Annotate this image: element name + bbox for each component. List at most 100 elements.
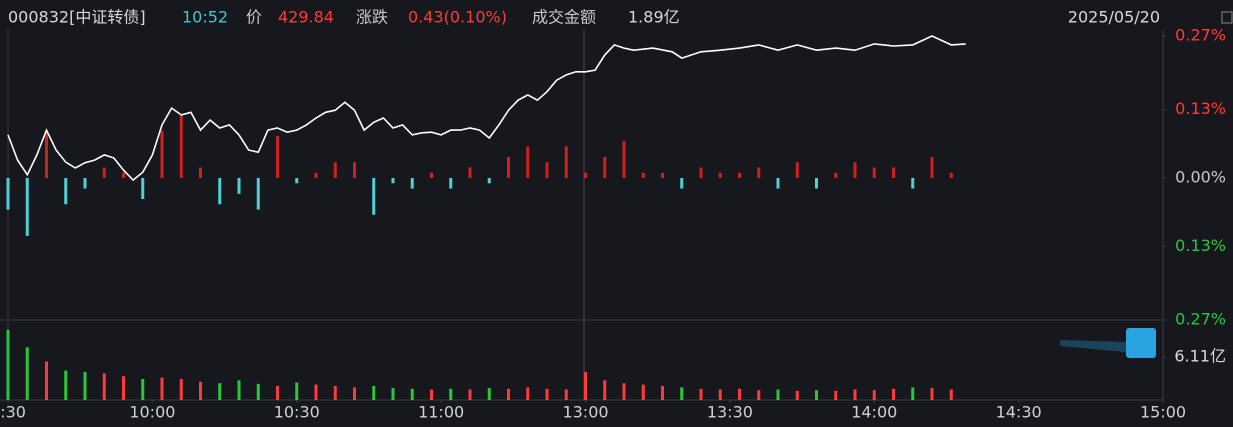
y-tick-label: 0.27%: [1175, 310, 1226, 329]
price: 429.84: [278, 8, 334, 27]
volume-bar: [949, 389, 953, 400]
turnover: 1.89亿: [628, 8, 680, 27]
volume-bar: [738, 388, 741, 400]
flow-bar: [815, 178, 818, 189]
flow-bar: [834, 172, 838, 178]
float-icon[interactable]: [1126, 328, 1156, 358]
flow-bar: [256, 178, 260, 210]
volume-bar: [160, 377, 164, 400]
volume-bar: [64, 370, 68, 400]
x-tick-label: 13:30: [707, 403, 753, 422]
flow-bar: [449, 178, 453, 189]
flow-bar: [237, 178, 241, 194]
flow-bar: [372, 178, 376, 215]
flow-bar: [757, 167, 761, 178]
volume-bar: [430, 389, 433, 400]
flow-bar: [353, 162, 356, 178]
flow-bar: [160, 130, 164, 178]
flow-bar: [45, 130, 48, 178]
volume-bar: [680, 387, 684, 400]
y-tick-label: 0.00%: [1175, 168, 1226, 187]
volume-bar: [757, 390, 761, 400]
volume-bar: [410, 388, 414, 400]
price-line: [7, 35, 966, 182]
flow-bar: [526, 146, 530, 178]
y-tick-label: 0.13%: [1175, 99, 1226, 118]
flow-bar: [661, 172, 664, 178]
flow-bar: [603, 156, 607, 178]
flow-bar: [199, 167, 202, 178]
flow-bar: [102, 167, 106, 178]
flow-bar: [641, 172, 645, 178]
volume-bar: [930, 388, 934, 400]
volume-bar: [25, 347, 29, 400]
x-tick-label: 15:00: [1140, 403, 1186, 422]
volume-bar: [564, 389, 568, 400]
flow-bar: [872, 167, 876, 178]
change-label: 涨跌: [356, 8, 388, 27]
flow-bar: [141, 178, 145, 200]
flow-bar: [564, 146, 568, 178]
flow-bar: [487, 178, 491, 184]
flow-bar: [468, 167, 472, 178]
volume-bar: [391, 388, 395, 400]
volume-bar: [718, 389, 722, 400]
volume-bar: [661, 385, 664, 400]
time: 10:52: [182, 8, 228, 27]
price-label: 价: [246, 8, 262, 27]
flow-bar: [83, 178, 87, 189]
volume-bar: [507, 388, 510, 400]
volume-bar: [545, 388, 549, 400]
volume-bar: [622, 383, 626, 400]
flow-bar: [179, 114, 183, 178]
volume-bar: [6, 329, 10, 400]
volume-bar: [641, 384, 645, 400]
flow-bar: [930, 156, 934, 178]
volume-bar: [699, 388, 703, 400]
flow-bar: [410, 178, 414, 189]
volume-bar: [218, 383, 222, 400]
header: 000832[中证转债] 10:52 价 429.84 涨跌 0.43(0.10…: [8, 8, 1160, 27]
volume-bar: [353, 387, 356, 400]
x-tick-label: 14:00: [851, 403, 897, 422]
volume-bar: [487, 388, 491, 400]
flow-bar: [680, 178, 684, 189]
volume-bar: [468, 389, 472, 400]
flow-bar: [718, 172, 722, 178]
flow-bar: [699, 167, 703, 178]
volume-bar: [314, 384, 318, 400]
volume-bar: [276, 385, 279, 400]
flow-bar: [584, 172, 587, 178]
volume-bar: [237, 380, 241, 400]
flow-bar: [622, 141, 626, 178]
flow-bar: [776, 178, 780, 189]
volume-bar: [776, 389, 780, 400]
code: 000832[中证转债]: [8, 8, 146, 27]
volume-bar: [815, 390, 818, 400]
volume-bar: [872, 390, 876, 400]
volume-bar: [853, 389, 857, 400]
volume-bar: [834, 390, 838, 400]
volume-bar: [199, 381, 202, 400]
x-tick-label: 13:00: [562, 403, 608, 422]
volume-bar: [45, 361, 48, 400]
flow-bar: [391, 178, 395, 184]
volume-bar: [911, 387, 915, 400]
flow-bar: [295, 178, 299, 184]
flow-bar: [892, 167, 895, 178]
volume-bar: [122, 376, 125, 400]
settings-icon[interactable]: [1221, 11, 1233, 24]
flow-bar: [122, 172, 125, 178]
volume-bar: [795, 390, 799, 400]
volume-bar: [892, 388, 895, 400]
flow-bar: [314, 172, 318, 178]
flow-bar: [795, 162, 799, 178]
flow-bar: [949, 172, 953, 178]
flow-bar: [507, 156, 510, 178]
flow-bar: [64, 178, 68, 205]
y-tick-label: 0.13%: [1175, 236, 1226, 255]
flow-bar: [276, 135, 279, 178]
flow-bar: [738, 172, 741, 178]
